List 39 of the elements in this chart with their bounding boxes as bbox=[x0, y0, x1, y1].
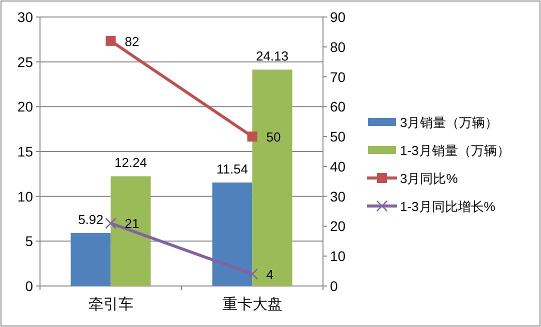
data-label: 82 bbox=[124, 34, 140, 49]
bar bbox=[70, 232, 111, 286]
y2-tick-label: 40 bbox=[330, 158, 346, 174]
point bbox=[246, 268, 258, 280]
data-label: 12.24 bbox=[114, 155, 148, 170]
y-tick-label: 0 bbox=[25, 278, 34, 294]
legend-label: 3月销量（万辆） bbox=[400, 115, 498, 130]
y2-tick-label: 50 bbox=[330, 128, 346, 145]
y2-tick-label: 10 bbox=[330, 248, 346, 264]
data-label: 5.92 bbox=[78, 212, 104, 227]
y2-tick-label: 30 bbox=[330, 188, 346, 204]
point bbox=[105, 218, 116, 229]
y2-tick-label: 20 bbox=[330, 218, 346, 234]
data-label: 4 bbox=[266, 267, 274, 282]
x-tick-label: 重卡大盘 bbox=[222, 296, 282, 313]
y2-tick-label: 90 bbox=[330, 9, 346, 25]
data-label: 24.13 bbox=[256, 48, 289, 64]
legend-label: 3月同比% bbox=[400, 171, 458, 186]
legend-label: 1-3月同比增长% bbox=[400, 199, 496, 214]
y2-tick-label: 60 bbox=[330, 98, 346, 115]
data-label: 50 bbox=[266, 130, 281, 145]
bar bbox=[110, 176, 151, 286]
y-tick-label: 5 bbox=[25, 233, 34, 250]
data-label: 21 bbox=[124, 216, 140, 232]
point bbox=[106, 36, 116, 46]
y-tick-label: 15 bbox=[17, 144, 34, 160]
bar bbox=[252, 70, 292, 286]
point bbox=[247, 132, 258, 142]
x-tick-label: 牵引车 bbox=[88, 296, 134, 313]
y2-tick-label: 0 bbox=[330, 278, 338, 294]
data-label: 11.54 bbox=[216, 162, 248, 177]
y-tick-label: 25 bbox=[17, 54, 34, 70]
y-tick-label: 20 bbox=[17, 98, 34, 115]
legend-label: 1-3月销量（万辆） bbox=[400, 143, 510, 158]
bar bbox=[212, 182, 252, 286]
y-tick-label: 10 bbox=[17, 188, 34, 204]
y2-tick-label: 70 bbox=[330, 68, 346, 85]
y2-tick-label: 80 bbox=[330, 38, 346, 55]
y-tick-label: 30 bbox=[17, 9, 34, 25]
